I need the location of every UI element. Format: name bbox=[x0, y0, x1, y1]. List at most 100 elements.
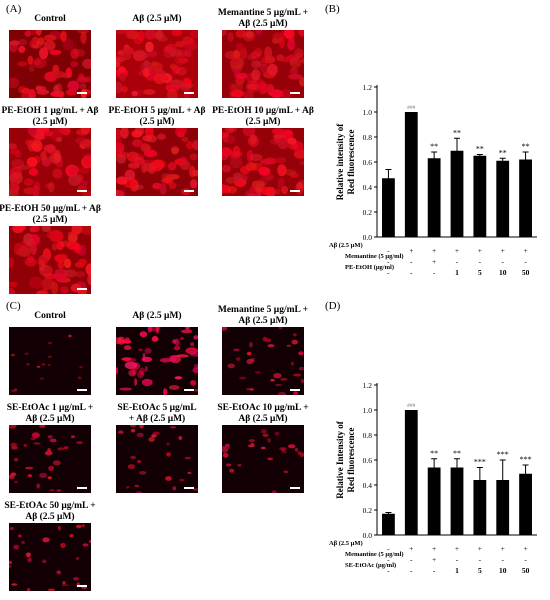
y-tick-label: 1.2 bbox=[363, 83, 373, 92]
bar bbox=[382, 178, 395, 237]
treatment-cell: + bbox=[432, 555, 436, 564]
micrograph-caption: PE-EtOH 10 μg/mL + Aβ (2.5 μM) bbox=[206, 106, 320, 128]
fluorescence-micrograph bbox=[9, 327, 91, 395]
bar bbox=[404, 410, 418, 535]
treatment-cell: + bbox=[432, 246, 436, 255]
y-tick-label: 0.4 bbox=[363, 481, 373, 490]
treatment-cell: - bbox=[387, 555, 390, 564]
scale-bar bbox=[184, 389, 194, 391]
caption-line: Memantine 5 μg/mL + bbox=[217, 305, 309, 315]
y-axis-label: Relative Intensity of bbox=[335, 420, 345, 498]
fluorescence-micrograph bbox=[222, 30, 304, 98]
fluorescence-micrograph bbox=[9, 226, 91, 294]
caption-line: Aβ (2.5 μM) bbox=[132, 311, 182, 321]
treatment-row-label: Memantine (5 μg/ml) bbox=[345, 551, 404, 558]
treatment-cell: - bbox=[387, 544, 390, 553]
caption-line: Aβ (2.5 μM) bbox=[132, 14, 182, 24]
y-tick-label: 0.0 bbox=[363, 233, 373, 242]
micrograph-caption: SE-EtOAc 5 μg/mL + Aβ (2.5 μM) bbox=[100, 403, 214, 425]
treatment-cell: - bbox=[456, 257, 459, 266]
caption-line: Aβ (2.5 μM) bbox=[238, 316, 288, 326]
fluorescence-micrograph bbox=[9, 30, 91, 98]
treatment-cell: - bbox=[387, 268, 390, 277]
fluorescence-micrograph bbox=[222, 425, 304, 493]
bar-chart-b: 0.0 0.2 0.4 0.6 0.8 1.0 1.2 Relative intensity … bbox=[329, 83, 537, 277]
treatment-cell: - bbox=[501, 555, 504, 564]
treatment-cell: - bbox=[524, 555, 527, 564]
micrograph-caption: Aβ (2.5 μM) bbox=[100, 14, 214, 25]
treatment-cell: + bbox=[455, 246, 459, 255]
bar bbox=[519, 159, 532, 237]
treatment-cell: 5 bbox=[478, 268, 482, 277]
significance-marker: ** bbox=[430, 449, 438, 458]
caption-line: SE-EtOAc 50 μg/mL + bbox=[4, 501, 96, 511]
fluorescence-micrograph bbox=[116, 128, 198, 196]
treatment-cell: 1 bbox=[455, 268, 459, 277]
fluorescence-micrograph bbox=[116, 425, 198, 493]
significance-marker: ** bbox=[430, 142, 438, 151]
caption-line: Aβ (2.5 μM) bbox=[238, 19, 288, 29]
y-axis-label: Red fluorescence bbox=[346, 129, 356, 194]
micrograph-caption: PE-EtOH 1 μg/mL + Aβ (2.5 μM) bbox=[0, 106, 107, 128]
scale-bar bbox=[77, 389, 87, 391]
treatment-cell: 10 bbox=[499, 566, 507, 575]
bar bbox=[450, 150, 464, 237]
caption-line: Aβ (2.5 μM) bbox=[25, 512, 75, 522]
caption-line: SE-EtOAc 1 μg/mL + bbox=[6, 403, 94, 413]
y-tick-label: 0.8 bbox=[363, 431, 373, 440]
y-tick-label: 0.0 bbox=[363, 531, 373, 540]
scale-bar bbox=[77, 288, 87, 290]
treatment-cell: + bbox=[409, 246, 413, 255]
scale-bar bbox=[290, 389, 300, 391]
caption-line: Memantine 5 μg/mL + bbox=[217, 8, 309, 18]
treatment-cell: 1 bbox=[455, 566, 459, 575]
caption-line: Aβ (2.5 μM) bbox=[25, 414, 75, 424]
caption-line: SE-EtOAc 5 μg/mL bbox=[117, 403, 197, 413]
y-axis-label: Red fluorescence bbox=[346, 427, 356, 492]
caption-line: PE-EtOH 10 μg/mL + Aβ bbox=[212, 106, 314, 116]
y-tick-label: 1.2 bbox=[363, 381, 373, 390]
caption-line: Aβ (2.5 μM) bbox=[238, 414, 288, 424]
significance-marker: ** bbox=[522, 142, 530, 151]
caption-line: Control bbox=[34, 14, 66, 24]
bar bbox=[450, 467, 464, 535]
treatment-cell: 5 bbox=[478, 566, 482, 575]
treatment-cell: + bbox=[432, 544, 436, 553]
treatment-cell: + bbox=[432, 257, 436, 266]
caption-line: SE-EtOAc 10 μg/mL + bbox=[217, 403, 309, 413]
fluorescence-micrograph bbox=[116, 327, 198, 395]
micrograph-caption: Memantine 5 μg/mL + Aβ (2.5 μM) bbox=[206, 8, 320, 30]
micrograph-caption: SE-EtOAc 50 μg/mL + Aβ (2.5 μM) bbox=[0, 501, 107, 523]
scale-bar bbox=[184, 92, 194, 94]
significance-marker: *** bbox=[497, 450, 509, 459]
treatment-cell: - bbox=[433, 566, 436, 575]
fluorescence-micrograph bbox=[222, 327, 304, 395]
treatment-cell: + bbox=[455, 544, 459, 553]
micrograph-caption: SE-EtOAc 10 μg/mL + Aβ (2.5 μM) bbox=[206, 403, 320, 425]
treatment-cell: + bbox=[523, 246, 527, 255]
panel-label-a: (A) bbox=[6, 3, 22, 15]
treatment-cell: - bbox=[410, 555, 413, 564]
significance-marker: *** bbox=[520, 455, 532, 464]
treatment-row-label: Aβ (2.5 μM) bbox=[329, 242, 363, 249]
y-tick-label: 1.0 bbox=[363, 406, 373, 415]
micrograph-caption: PE-EtOH 5 μg/mL + Aβ (2.5 μM) bbox=[100, 106, 214, 128]
panel-label-b: (B) bbox=[325, 3, 340, 15]
bar bbox=[473, 155, 487, 237]
micrograph-caption: Control bbox=[0, 311, 107, 322]
caption-line: (2.5 μM) bbox=[245, 117, 281, 127]
bar bbox=[496, 480, 510, 535]
treatment-cell: - bbox=[410, 566, 413, 575]
treatment-cell: - bbox=[501, 257, 504, 266]
bar bbox=[473, 480, 487, 535]
treatment-row-label: SE-EtOAc (μg/ml) bbox=[345, 562, 396, 569]
micrograph-caption: Control bbox=[0, 14, 107, 25]
treatment-cell: - bbox=[387, 566, 390, 575]
scale-bar bbox=[77, 487, 87, 489]
treatment-cell: - bbox=[387, 257, 390, 266]
scale-bar bbox=[184, 487, 194, 489]
scale-bar bbox=[290, 190, 300, 192]
y-tick-label: 1.0 bbox=[363, 108, 373, 117]
scale-bar bbox=[77, 585, 87, 587]
treatment-cell: 50 bbox=[522, 566, 530, 575]
